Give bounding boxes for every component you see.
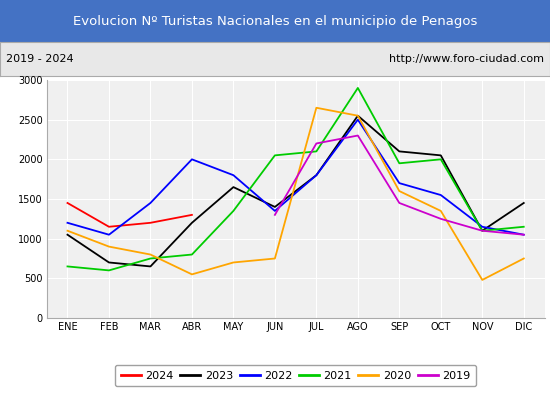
Legend: 2024, 2023, 2022, 2021, 2020, 2019: 2024, 2023, 2022, 2021, 2020, 2019 bbox=[115, 365, 476, 386]
Text: Evolucion Nº Turistas Nacionales en el municipio de Penagos: Evolucion Nº Turistas Nacionales en el m… bbox=[73, 14, 477, 28]
Text: 2019 - 2024: 2019 - 2024 bbox=[6, 54, 73, 64]
Text: http://www.foro-ciudad.com: http://www.foro-ciudad.com bbox=[389, 54, 544, 64]
